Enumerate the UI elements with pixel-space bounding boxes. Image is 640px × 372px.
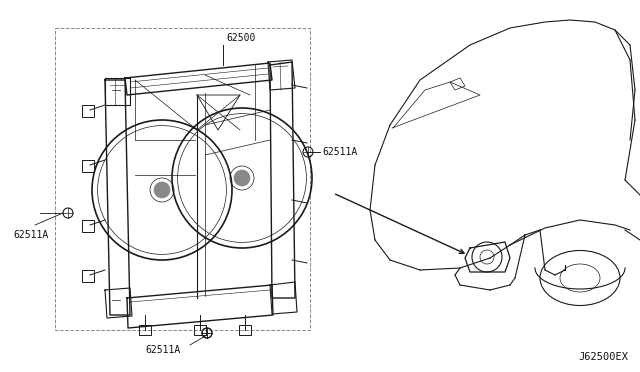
Text: J62500EX: J62500EX <box>578 352 628 362</box>
Circle shape <box>154 182 170 198</box>
Text: 62500: 62500 <box>226 33 255 43</box>
Circle shape <box>234 170 250 186</box>
Text: 62511A: 62511A <box>145 345 180 355</box>
Bar <box>82 220 94 232</box>
Bar <box>82 270 94 282</box>
Bar <box>194 325 206 335</box>
Bar <box>139 325 151 335</box>
Bar <box>239 325 251 335</box>
Text: 62511A: 62511A <box>322 147 357 157</box>
Bar <box>82 160 94 172</box>
Bar <box>82 105 94 117</box>
Text: 62511A: 62511A <box>13 230 48 240</box>
